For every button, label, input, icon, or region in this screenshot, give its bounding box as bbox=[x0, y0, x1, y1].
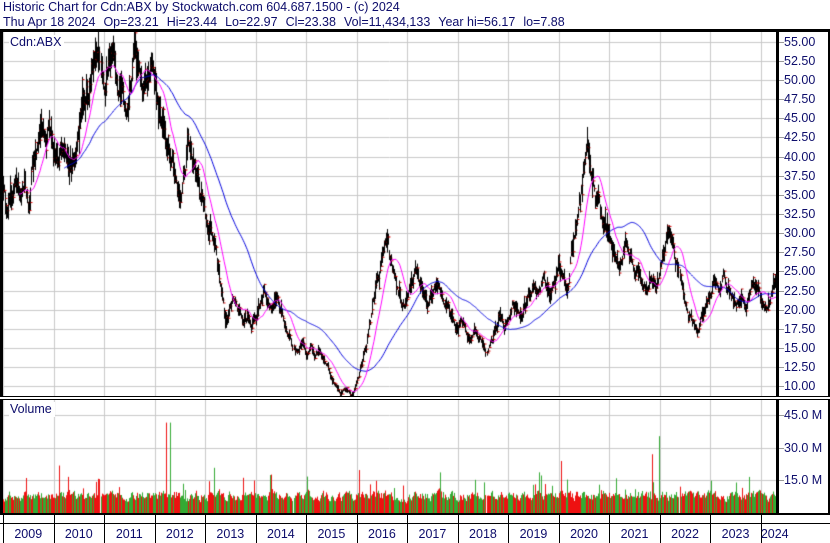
chart-header: Historic Chart for Cdn:ABX by Stockwatch… bbox=[0, 0, 830, 31]
header-quote-line: Thu Apr 18 2024 Op=23.21 Hi=23.44 Lo=22.97 C… bbox=[0, 15, 830, 30]
price-y-label: 42.50 bbox=[784, 130, 816, 145]
quote-volume: Vol=11,434,133 bbox=[343, 15, 431, 29]
price-y-label: 30.00 bbox=[784, 226, 816, 241]
volume-y-label: 45.0 M bbox=[784, 408, 823, 423]
chart-frame: Cdn:ABX 55.00 52.50 50.00 47.50 45.00 42.50 40… bbox=[0, 31, 830, 543]
x-axis-tick bbox=[53, 515, 55, 523]
x-axis-tick bbox=[710, 515, 712, 523]
price-y-label: 55.00 bbox=[784, 34, 816, 49]
x-axis-label-2020: 2020 bbox=[570, 527, 598, 541]
x-axis-label-2011: 2011 bbox=[115, 527, 143, 541]
volume-y-label: 15.0 M bbox=[784, 473, 823, 488]
price-axis-labels: 55.00 52.50 50.00 47.50 45.00 42.50 40.00 37.50… bbox=[779, 31, 830, 396]
price-y-label: 32.50 bbox=[784, 207, 816, 221]
price-panel-title: Cdn:ABX bbox=[9, 35, 65, 50]
price-y-label: 27.50 bbox=[784, 245, 816, 260]
price-y-label: 45.00 bbox=[784, 111, 816, 126]
price-y-label: 50.00 bbox=[784, 72, 816, 87]
price-y-label: 20.00 bbox=[784, 302, 816, 317]
x-axis-label-2018: 2018 bbox=[469, 527, 497, 541]
x-axis-tick bbox=[255, 515, 257, 523]
x-axis-label-2014: 2014 bbox=[266, 527, 295, 541]
x-axis-label-2021: 2021 bbox=[620, 527, 649, 541]
x-axis-label-2016: 2016 bbox=[368, 527, 396, 541]
price-y-label: 37.50 bbox=[784, 168, 816, 183]
x-axis-tick bbox=[457, 515, 459, 523]
volume-canvas bbox=[3, 400, 776, 513]
price-y-label: 15.00 bbox=[784, 341, 816, 356]
x-axis-tick bbox=[609, 515, 611, 523]
x-axis-tick bbox=[104, 515, 106, 523]
price-y-label: 12.50 bbox=[784, 360, 816, 375]
price-y-label: 35.00 bbox=[784, 187, 816, 202]
x-axis-tick bbox=[306, 515, 308, 523]
x-axis-tick bbox=[508, 515, 510, 523]
x-axis-tick bbox=[659, 515, 661, 523]
quote-low: Lo=22.97 bbox=[225, 15, 278, 29]
quote-date: Thu Apr 18 2024 bbox=[3, 15, 96, 29]
x-axis-tick bbox=[760, 515, 762, 523]
x-axis-label-2017: 2017 bbox=[418, 527, 447, 541]
x-axis-label-2012: 2012 bbox=[165, 527, 194, 541]
price-y-label: 17.50 bbox=[784, 321, 816, 336]
x-axis-tick bbox=[154, 515, 156, 523]
price-y-label: 25.00 bbox=[784, 264, 816, 279]
x-axis-tick bbox=[356, 515, 358, 523]
quote-year-low: lo=7.88 bbox=[523, 15, 565, 29]
price-y-label: 22.50 bbox=[784, 283, 816, 298]
quote-close: Cl=23.38 bbox=[285, 15, 336, 29]
x-axis-label-2024: 2024 bbox=[760, 527, 789, 541]
price-y-label: 47.50 bbox=[784, 92, 816, 107]
price-y-label: 40.00 bbox=[784, 149, 816, 164]
x-axis-tick bbox=[205, 515, 207, 523]
x-axis-label-2015: 2015 bbox=[317, 527, 346, 541]
price-canvas bbox=[3, 32, 776, 396]
x-axis-label-2009: 2009 bbox=[14, 527, 43, 541]
x-axis-label-2010: 2010 bbox=[64, 527, 93, 541]
volume-plot-area[interactable]: Volume bbox=[0, 400, 779, 513]
header-title-line: Historic Chart for Cdn:ABX by Stockwatch… bbox=[3, 0, 400, 14]
quote-open: Op=23.21 bbox=[103, 15, 159, 29]
x-axis-label-2019: 2019 bbox=[519, 527, 548, 541]
quote-high: Hi=23.44 bbox=[166, 15, 218, 29]
price-y-label: 52.50 bbox=[784, 53, 816, 68]
quote-year-high: Year hi=56.17 bbox=[438, 15, 516, 29]
volume-panel-title: Volume bbox=[9, 402, 55, 417]
x-axis-label-2013: 2013 bbox=[216, 527, 245, 541]
x-axis: 2009 2010 2011 2012 2013 2014 2015 2016 2017 2018… bbox=[0, 513, 830, 543]
x-axis-label-2023: 2023 bbox=[721, 527, 750, 541]
x-axis-tick bbox=[407, 515, 409, 523]
price-y-label: 10.00 bbox=[784, 379, 816, 394]
volume-y-label: 30.0 M bbox=[784, 440, 823, 455]
x-axis-inner bbox=[0, 523, 830, 543]
price-plot-area[interactable]: Cdn:ABX bbox=[0, 31, 779, 396]
volume-axis-labels: 45.0 M 30.0 M 15.0 M bbox=[779, 400, 830, 513]
x-axis-tick bbox=[3, 515, 4, 523]
x-axis-label-2022: 2022 bbox=[671, 527, 699, 541]
panel-divider bbox=[0, 396, 830, 400]
x-axis-tick bbox=[558, 515, 560, 523]
